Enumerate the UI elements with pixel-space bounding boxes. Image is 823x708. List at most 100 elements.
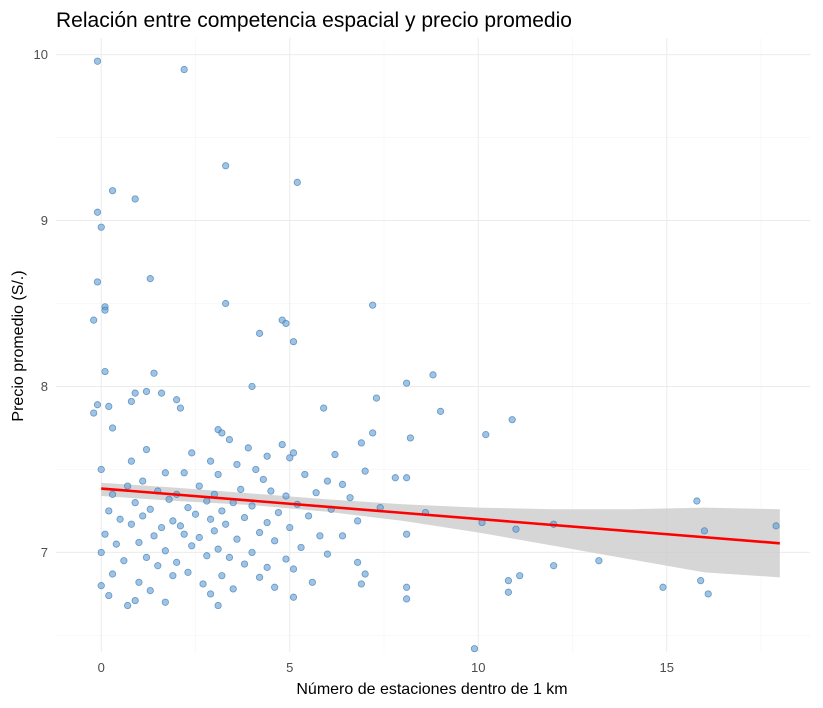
data-point [289, 338, 298, 346]
data-point [403, 583, 411, 591]
data-point [512, 525, 520, 533]
data-point [289, 449, 298, 457]
data-point [146, 275, 154, 283]
data-point [255, 329, 264, 337]
data-point [286, 454, 294, 462]
data-point [101, 530, 109, 538]
data-point [203, 497, 211, 505]
data-point [142, 445, 151, 454]
trend-line-group [101, 487, 780, 545]
data-point [323, 477, 332, 485]
data-point [282, 555, 290, 563]
data-point [97, 465, 105, 474]
x-tick-label: 15 [660, 660, 674, 675]
data-point [127, 397, 135, 406]
y-axis-ticks: 7 8 9 10 [34, 47, 48, 560]
data-point [116, 515, 124, 523]
data-point [101, 306, 109, 314]
data-point [180, 65, 188, 74]
data-point [131, 195, 139, 203]
data-point [206, 515, 215, 523]
data-point [131, 499, 139, 507]
data-point [97, 582, 105, 590]
data-point [146, 586, 154, 595]
data-point [131, 596, 139, 605]
data-point [353, 558, 362, 566]
data-point [93, 278, 102, 286]
data-point [169, 572, 177, 580]
data-point [169, 517, 177, 525]
data-point [184, 568, 192, 576]
data-point [369, 301, 377, 309]
data-point [403, 530, 411, 538]
data-point [105, 507, 113, 515]
data-point [482, 431, 490, 439]
data-point [429, 371, 437, 379]
data-point [157, 523, 166, 532]
y-tick-label: 9 [41, 213, 48, 228]
y-tick-label: 10 [34, 47, 48, 62]
data-point [206, 590, 215, 598]
data-point [286, 523, 294, 532]
data-point [516, 572, 524, 580]
data-point [93, 208, 102, 216]
data-point [225, 553, 234, 562]
data-point [124, 601, 132, 610]
data-point [173, 396, 181, 404]
trend-line [101, 487, 780, 545]
data-point [154, 562, 162, 570]
chart-title: Relación entre competencia espacial y pr… [56, 9, 572, 32]
data-point [331, 450, 339, 459]
data-point [274, 509, 283, 517]
data-point [504, 588, 512, 596]
data-point [218, 429, 226, 437]
data-point [403, 379, 411, 387]
data-point [267, 487, 275, 495]
data-point [90, 316, 98, 324]
data-point [218, 507, 226, 515]
data-point [229, 585, 237, 593]
data-point [93, 401, 102, 409]
data-point [218, 572, 226, 580]
data-point [180, 469, 188, 477]
data-point [222, 162, 230, 170]
data-point [282, 319, 290, 328]
data-point [210, 527, 218, 535]
data-point [595, 557, 603, 565]
data-point [406, 434, 414, 442]
data-point [312, 489, 320, 497]
data-point [108, 490, 117, 498]
data-point [308, 578, 316, 586]
data-point [338, 480, 347, 488]
data-point [346, 494, 354, 502]
data-point [176, 522, 185, 530]
data-point [142, 387, 151, 396]
data-point [320, 404, 328, 412]
data-point [508, 416, 516, 424]
data-point [289, 565, 298, 573]
data-point [173, 558, 181, 566]
data-point [282, 492, 290, 500]
data-point [252, 465, 260, 474]
data-point [403, 595, 411, 603]
data-point [165, 495, 173, 503]
data-point [248, 502, 256, 510]
data-point [504, 577, 512, 585]
data-point [108, 424, 117, 432]
x-tick-label: 10 [471, 660, 485, 675]
data-point [214, 601, 222, 610]
data-point [369, 429, 377, 437]
x-tick-label: 5 [286, 660, 293, 675]
x-axis-label: Número de estaciones dentro de 1 km [296, 681, 567, 698]
data-point [135, 578, 143, 586]
data-point [304, 512, 313, 520]
data-point [127, 457, 135, 465]
confidence-band [101, 482, 780, 578]
data-point [259, 475, 267, 484]
y-tick-label: 8 [41, 379, 48, 394]
data-point [436, 407, 445, 415]
data-point [659, 583, 667, 591]
data-point [772, 522, 780, 530]
data-point [255, 528, 264, 537]
